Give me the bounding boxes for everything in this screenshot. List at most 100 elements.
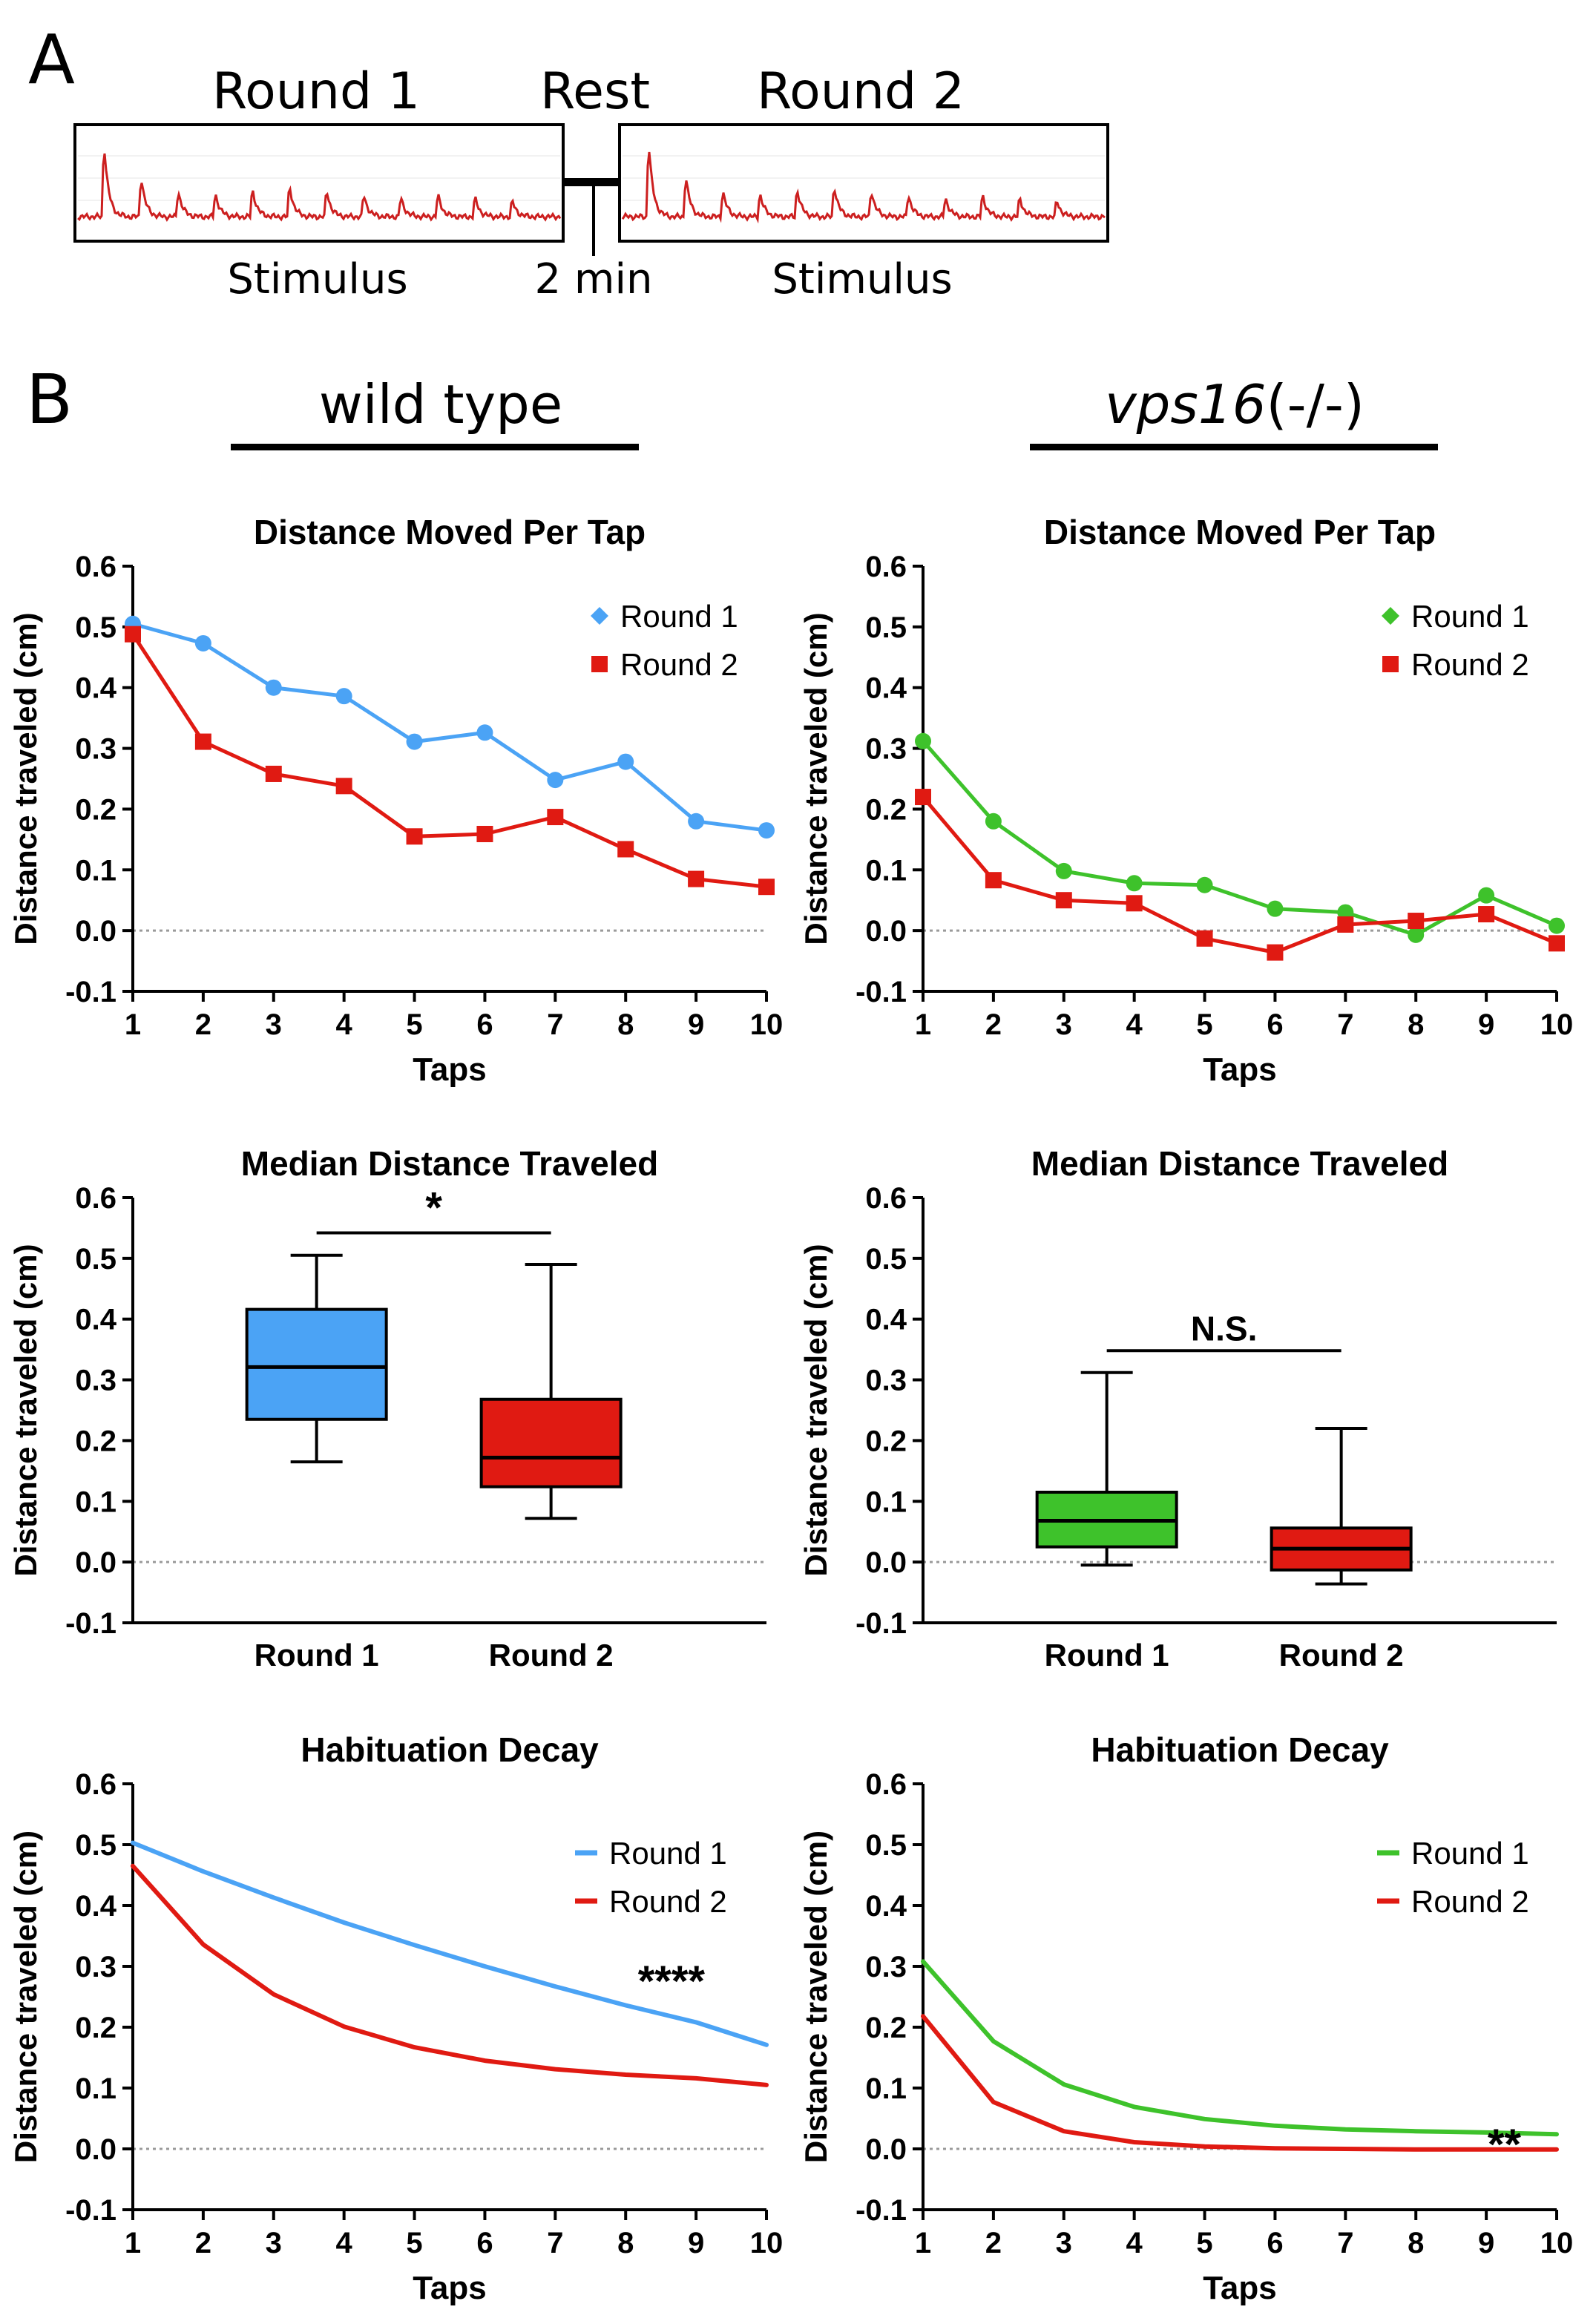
data-point	[915, 789, 931, 806]
legend-entry: Round 1	[575, 1836, 727, 1871]
x-tick-label: 7	[547, 1008, 563, 1041]
y-tick-label: -0.1	[65, 976, 116, 1008]
data-point	[265, 765, 282, 782]
data-point	[1478, 887, 1495, 904]
legend-label: Round 2	[620, 647, 738, 682]
y-tick-label: 0.0	[75, 2133, 116, 2166]
mutant-gene: vps16	[1105, 373, 1266, 436]
y-axis-label: Distance traveled (cm)	[8, 1831, 43, 2163]
data-point	[1267, 900, 1284, 917]
mutant-underline	[1030, 444, 1438, 450]
data-point	[194, 733, 211, 750]
x-tick-label: 6	[476, 2227, 493, 2259]
x-tick-label: 9	[1478, 1008, 1494, 1041]
legend-entry: Round 2	[575, 1884, 727, 1919]
x-tick-label: 6	[1267, 2227, 1283, 2259]
mutant-genotype: (-/-)	[1267, 373, 1365, 436]
series-round-2	[131, 1863, 769, 2087]
legend-swatch	[591, 607, 608, 625]
data-point	[1478, 906, 1495, 923]
legend-label: Round 1	[620, 599, 738, 634]
data-point	[265, 679, 282, 696]
y-tick-label: 0.5	[865, 611, 907, 644]
y-tick-label: 0.3	[865, 1951, 907, 1983]
x-tick-label: 2	[985, 2227, 1002, 2259]
x-tick-label: 2	[985, 1008, 1002, 1041]
x-axis-label: Taps	[1203, 1051, 1276, 1088]
series-line	[131, 632, 769, 889]
box-round-2	[479, 1263, 623, 1520]
series-line	[921, 2014, 1559, 2152]
data-point	[1408, 913, 1425, 930]
x-tick-label: 3	[1056, 2227, 1072, 2259]
y-tick-label: -0.1	[856, 1607, 907, 1640]
data-point	[1549, 935, 1565, 952]
rest-duration-label: 2 min	[534, 255, 652, 303]
significance-marker: N.S.	[1191, 1309, 1257, 1348]
legend-entry: Round 1	[1377, 1836, 1529, 1871]
round1-label: Round 1	[212, 62, 420, 121]
y-tick-label: 0.1	[75, 2072, 116, 2105]
x-tick-label: 4	[336, 2227, 353, 2259]
chart-title: Median Distance Traveled	[241, 1144, 658, 1183]
x-tick-label: 1	[915, 2227, 931, 2259]
x-tick-label: 7	[1337, 1008, 1353, 1041]
data-point	[617, 841, 634, 858]
data-point	[617, 753, 634, 770]
x-tick-label: 4	[1126, 1008, 1143, 1041]
x-tick-label: 5	[1196, 2227, 1212, 2259]
data-point	[547, 772, 564, 789]
x-tick-label: 3	[1056, 1008, 1072, 1041]
y-tick-label: 0.6	[75, 551, 116, 583]
legend-entry: Round 2	[1382, 647, 1529, 682]
y-tick-label: 0.2	[865, 793, 907, 826]
series-line	[131, 622, 769, 833]
rest-bar	[563, 178, 620, 186]
category-label: Round 2	[489, 1638, 614, 1673]
y-tick-label: 0.0	[865, 915, 907, 948]
x-tick-label: 7	[547, 2227, 563, 2259]
series-round-1	[921, 1959, 1559, 2137]
y-tick-label: 0.4	[75, 1304, 116, 1336]
y-axis-label: Distance traveled (cm)	[798, 1831, 833, 2163]
data-point	[688, 813, 705, 830]
y-tick-label: 0.6	[865, 1768, 907, 1801]
series-round-1	[125, 615, 775, 839]
y-tick-label: 0.1	[865, 854, 907, 887]
x-tick-label: 1	[915, 1008, 931, 1041]
legend-entry: Round 1	[1382, 599, 1529, 634]
box-body	[245, 1307, 388, 1421]
y-tick-label: 0.4	[865, 672, 907, 705]
round2-label: Round 2	[757, 62, 965, 121]
series-round-2	[125, 626, 775, 896]
legend-entry: Round 1	[591, 599, 738, 634]
x-axis-label: Taps	[1203, 2270, 1276, 2306]
x-tick-label: 9	[688, 2227, 704, 2259]
series-line	[921, 795, 1559, 955]
y-tick-label: 0.2	[75, 1425, 116, 1457]
x-tick-label: 8	[617, 1008, 634, 1041]
category-label: Round 1	[254, 1638, 379, 1673]
data-point	[915, 732, 931, 749]
data-point	[1549, 917, 1565, 934]
data-point	[125, 626, 141, 643]
legend-label: Round 1	[1411, 599, 1529, 634]
chart-title: Distance Moved Per Tap	[1044, 513, 1436, 551]
data-point	[1196, 930, 1213, 947]
y-tick-label: 0.5	[865, 1829, 907, 1862]
x-tick-label: 5	[406, 2227, 422, 2259]
data-point	[406, 828, 423, 845]
x-tick-label: 10	[1540, 1008, 1574, 1041]
y-tick-label: 0.2	[865, 1425, 907, 1457]
legend-label: Round 2	[1411, 1884, 1529, 1919]
round2-response-trace	[621, 151, 1106, 224]
rest-label: Rest	[540, 62, 650, 121]
y-tick-label: 0.5	[75, 611, 116, 644]
panel-a-label: A	[28, 20, 75, 99]
y-tick-label: 0.5	[75, 1243, 116, 1276]
panel-b-header: B wild type vps16(-/-)	[26, 360, 1438, 450]
x-tick-label: 2	[195, 1008, 211, 1041]
y-tick-label: 0.3	[75, 733, 116, 766]
x-tick-label: 4	[336, 1008, 353, 1041]
y-tick-label: 0.6	[75, 1768, 116, 1801]
